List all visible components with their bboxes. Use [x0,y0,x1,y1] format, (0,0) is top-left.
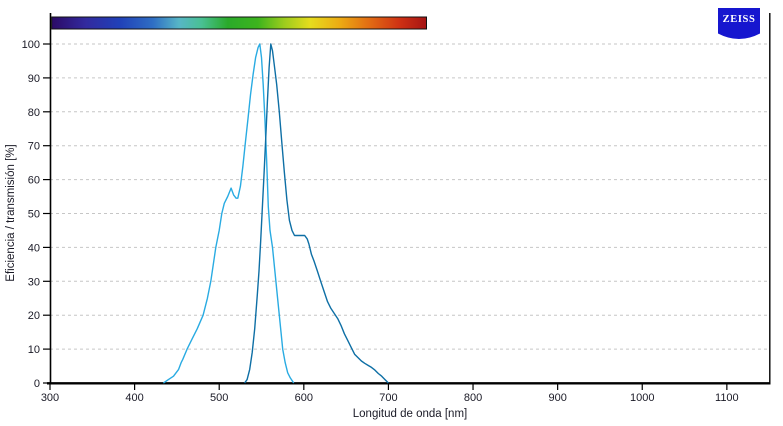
x-tick-label: 300 [41,392,59,404]
y-tick-label: 80 [28,107,40,119]
y-tick-label: 70 [28,141,40,153]
x-tick-label: 1100 [715,392,739,404]
x-tick-label: 800 [464,392,482,404]
y-tick-label: 20 [28,310,40,322]
y-tick-label: 30 [28,276,40,288]
zeiss-logo: ZEISS [718,8,760,40]
dark-blue-curve [244,43,389,384]
x-tick-label: 1000 [630,392,654,404]
gridlines [50,43,770,350]
zeiss-logo-lens-shape [718,33,760,40]
y-tick-label: 100 [22,39,40,51]
axes [47,13,771,385]
spectrum-color-bar [51,16,427,30]
y-tick-label: 60 [28,175,40,187]
y-axis-title: Eficiencia / transmisión [%] [5,144,17,281]
y-tick-label: 0 [34,378,40,390]
spectra-curves [163,43,389,384]
x-tick-label: 700 [379,392,397,404]
zeiss-logo-text: ZEISS [723,14,756,25]
x-axis-ticks: 300 400 500 600 700 800 900 1000 1100 [41,383,739,404]
spectrum-gradient-rect [51,16,427,30]
x-tick-label: 400 [125,392,143,404]
y-tick-label: 90 [28,73,40,85]
zeiss-logo-background [718,8,760,40]
y-tick-label: 10 [28,344,40,356]
x-tick-label: 600 [295,392,313,404]
y-axis-ticks: 0 10 20 30 40 50 60 70 80 90 100 [22,39,50,390]
light-blue-curve [163,43,295,384]
x-tick-label: 900 [548,392,566,404]
x-axis-title: Longitud de onda [nm] [353,408,467,420]
y-tick-label: 40 [28,242,40,254]
x-tick-label: 500 [210,392,228,404]
y-tick-label: 50 [28,209,40,221]
